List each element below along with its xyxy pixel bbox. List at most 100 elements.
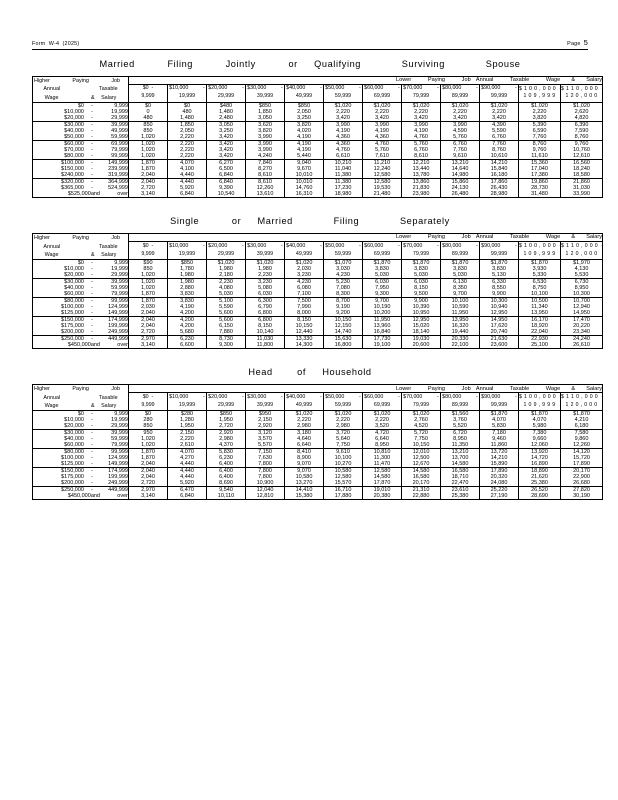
row-wage-range: $20,000- 29,999 — [32, 423, 129, 430]
table-cell-value: 2,220 — [323, 417, 363, 424]
table-cell-value: 6,840 — [206, 178, 246, 186]
table-cell-value: 14,950 — [479, 316, 519, 324]
table-cell-value: 20,600 — [401, 342, 441, 349]
range-low: $60,000 - — [364, 85, 400, 92]
table-cell-value: 26,480 — [440, 191, 480, 198]
range-low: $ 1 0 0 , 0 0 0 - — [519, 242, 562, 249]
range-high: 69,999 — [373, 250, 391, 257]
table-cell-value: 10,700 — [559, 297, 603, 305]
row-range-high: 449,999 — [108, 336, 128, 343]
table-cell-value: 13,610 — [245, 191, 285, 198]
table-cell-value: 15,890 — [479, 461, 519, 468]
row-range-high: 49,999 — [111, 128, 128, 135]
table-cell-value: 10,140 — [245, 329, 285, 336]
table-cell-value: 6,790 — [245, 304, 285, 311]
table-cell-value: 30,190 — [559, 493, 603, 500]
table-cell-value: 1,020 — [141, 147, 155, 154]
table-cell-value: 4,070 — [167, 159, 207, 167]
table-cell-value: 2,220 — [323, 109, 363, 116]
table-cell-value: 9,610 — [323, 448, 363, 456]
row-wage-range: $240,000- 319,999 — [32, 172, 129, 179]
range-high: 89,999 — [451, 401, 469, 408]
range-low: $70,000 - — [403, 242, 439, 249]
table-cell-value: 3,230 — [284, 272, 324, 279]
table-cell-value: 23,600 — [479, 342, 519, 349]
table-cell-value: 7,610 — [362, 153, 402, 160]
table-cell-value: 5,920 — [167, 185, 207, 192]
table-cell-value: 14,120 — [559, 448, 603, 456]
table-cell-value: 2,720 — [206, 423, 246, 430]
table-cell-value: 4,080 — [206, 285, 246, 292]
range-low: $0 - — [142, 393, 154, 400]
row-range-high: 79,999 — [111, 442, 128, 449]
table-cell-value: 17,880 — [323, 493, 363, 500]
column-header-range-4: $40,000 -49,999 — [284, 240, 324, 261]
table-cell-value: 2,180 — [206, 272, 246, 279]
range-high: 59,999 — [334, 93, 352, 100]
range-low: $50,000 - — [325, 393, 361, 400]
table-cell-value: $1,020 — [362, 410, 402, 418]
table-cell-value: $850 — [167, 259, 207, 267]
table-cell-value: 4,070 — [167, 448, 207, 456]
table-cell-value: 9,670 — [284, 166, 324, 173]
table-cell-value: 4,270 — [167, 455, 207, 462]
range-low: $60,000 - — [364, 393, 400, 400]
range-high: 19,999 — [178, 93, 196, 100]
row-range-separator: - — [91, 122, 93, 129]
table-cell-value: 15,860 — [440, 178, 480, 186]
table-cell-value: 6,640 — [284, 442, 324, 449]
column-header-range-8: $80,000 -89,999 — [440, 83, 480, 104]
range-high: 29,999 — [217, 93, 235, 100]
range-high: 99,999 — [490, 401, 508, 408]
table-cell-value: 6,150 — [206, 323, 246, 330]
table-cell-value: 12,580 — [362, 178, 402, 186]
table-cell-value: 31,480 — [518, 191, 561, 198]
table-cell-value: 18,920 — [518, 323, 561, 330]
table-cell-value: 7,950 — [362, 285, 402, 292]
table-cell-value: 19,440 — [440, 329, 480, 336]
column-header-range-3: $30,000 -39,999 — [245, 391, 285, 412]
table-cell-value: $1,020 — [401, 102, 441, 110]
column-header-range-8: $80,000 -89,999 — [440, 240, 480, 261]
table-cell-value: 11,800 — [245, 342, 285, 349]
range-high: 9,999 — [141, 401, 155, 408]
row-range-separator: - — [91, 285, 93, 292]
table-cell-value: 11,380 — [323, 178, 363, 186]
table-cell-value: 5,390 — [518, 121, 561, 129]
row-range-separator: - — [91, 323, 93, 330]
row-range-low: $80,000 — [64, 153, 84, 160]
row-range-low: $240,000 — [61, 172, 84, 179]
row-wage-range: $60,000- 79,999 — [32, 442, 129, 449]
row-range-separator: - — [91, 272, 93, 279]
row-range-separator: - — [91, 449, 93, 456]
table-cell-value: 11,380 — [323, 172, 363, 179]
table-cell-value: 1,870 — [128, 448, 168, 456]
row-range-separator: - — [91, 279, 93, 286]
table-cell-value: 8,950 — [362, 442, 402, 449]
table-cell-value: 4,360 — [323, 134, 363, 141]
column-header-range-9: $90,000 -99,999 — [479, 83, 519, 104]
row-range-high: 59,999 — [111, 285, 128, 292]
table-cell-value: 12,940 — [559, 304, 603, 311]
row-range-separator: - — [91, 442, 93, 449]
table-cell-value: 14,580 — [401, 467, 441, 475]
table-cell-value: 3,820 — [284, 121, 324, 129]
table-cell-value: 6,530 — [518, 278, 561, 286]
table-cell-value: 2,220 — [167, 153, 207, 160]
column-header-range-5: $50,000 -59,999 — [323, 391, 363, 412]
table-cell-value: 28,730 — [518, 185, 561, 192]
row-range-separator: - — [91, 185, 93, 192]
column-header-range-5: $50,000 -59,999 — [323, 83, 363, 104]
table-cell-value: 7,180 — [479, 429, 519, 437]
row-range-high: 174,999 — [108, 468, 128, 475]
table-cell-value: 3,250 — [284, 115, 324, 122]
table-row: $60,000-69,999 1,020 2,220 3,420 3,990 4,190 4… — [32, 140, 603, 148]
table-cell-value: 19,010 — [362, 486, 402, 494]
table-cell-value: 10,100 — [440, 297, 480, 305]
table-cell-value: 6,400 — [206, 474, 246, 481]
table-cell-value: 27,820 — [559, 486, 603, 494]
table-cell-value: 21,830 — [401, 185, 441, 192]
table-cell-value: 3,830 — [362, 266, 402, 273]
table-header-row-ranges: $0 -9,999 $10,000 -19,999 $20,000 -29,999 $… — [33, 391, 603, 412]
column-header-range-3: $30,000 -39,999 — [245, 240, 285, 261]
